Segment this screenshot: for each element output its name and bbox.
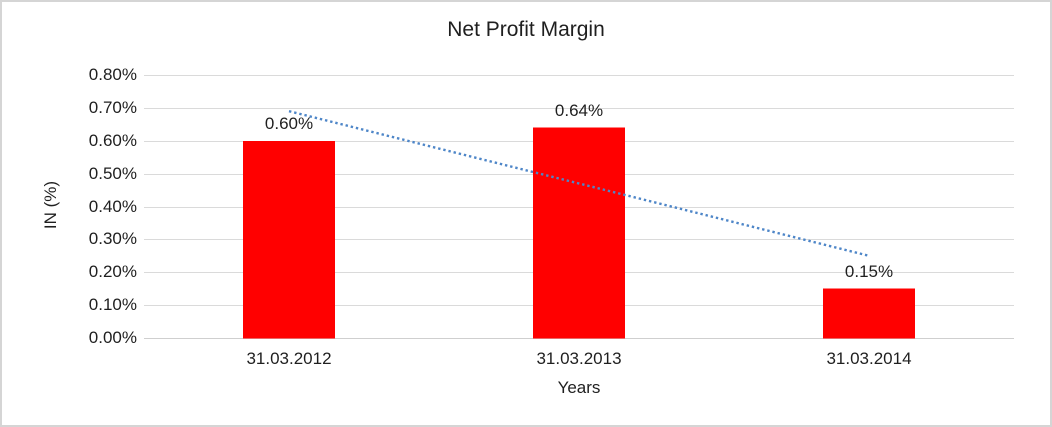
- y-tick-label: 0.00%: [88, 328, 137, 347]
- y-tick-label: 0.60%: [88, 130, 137, 150]
- bar-31.03.2012[interactable]: [243, 140, 335, 339]
- x-axis-title: Years: [557, 378, 601, 397]
- x-category-label: 31.03.2013: [536, 349, 622, 368]
- x-category-label: 31.03.2012: [246, 349, 332, 368]
- y-tick-label: 0.40%: [88, 196, 137, 216]
- y-tick-label: 0.30%: [88, 229, 137, 249]
- y-tick-label: 0.80%: [88, 65, 137, 84]
- data-label: 0.15%: [844, 261, 894, 281]
- trendline[interactable]: [288, 109, 870, 257]
- bar-31.03.2013[interactable]: [533, 127, 625, 339]
- y-tick-label: 0.50%: [88, 163, 137, 183]
- bar-31.03.2014[interactable]: [823, 288, 915, 339]
- chart-title: Net Profit Margin: [447, 18, 605, 41]
- y-tick-label: 0.70%: [88, 97, 137, 117]
- y-tick-label: 0.10%: [88, 295, 137, 315]
- data-label: 0.60%: [264, 113, 314, 133]
- x-category-label: 31.03.2014: [826, 349, 912, 368]
- y-tick-label: 0.20%: [88, 262, 137, 282]
- data-label: 0.64%: [554, 100, 604, 120]
